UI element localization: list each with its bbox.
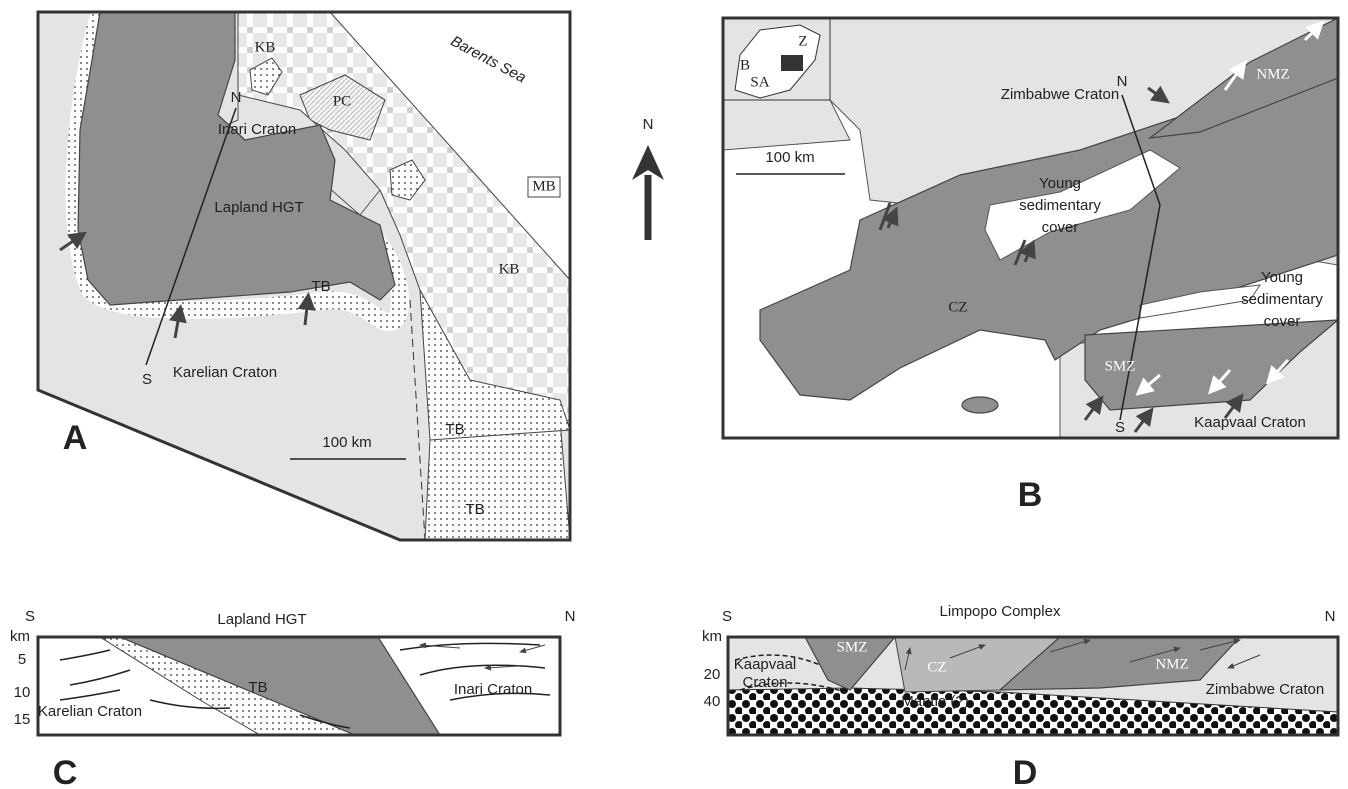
- panel-letter: B: [1018, 476, 1043, 514]
- label: B: [740, 57, 750, 73]
- label: Zimbabwe Craton: [1206, 681, 1324, 698]
- label: N: [1117, 73, 1128, 90]
- label: Lapland HGT: [214, 199, 303, 216]
- panel-a: KB Barents Sea N PC Inari Craton MB Lapl…: [38, 12, 570, 540]
- section-title: Limpopo Complex: [940, 603, 1061, 620]
- label: Karelian Craton: [173, 364, 277, 381]
- label: S: [1115, 419, 1125, 436]
- label: sedimentary: [1241, 291, 1323, 308]
- label: 100 km: [322, 434, 371, 451]
- north-arrow: N: [632, 116, 664, 240]
- outlier: [962, 397, 998, 413]
- label: S: [722, 608, 732, 625]
- label: Mantle (?): [901, 693, 969, 710]
- label: Z: [798, 33, 807, 49]
- label: TB: [465, 501, 484, 518]
- label: Kaapvaal Craton: [1194, 414, 1306, 431]
- depth-unit: km: [10, 628, 30, 645]
- panel-b: B Z SA Zimbabwe Craton N NMZ 100 km Youn…: [723, 18, 1338, 514]
- north-label: N: [643, 116, 654, 133]
- label: KB: [255, 39, 276, 55]
- label: N: [1325, 608, 1336, 625]
- panel-letter: C: [53, 754, 78, 789]
- panel-letter: A: [63, 419, 88, 457]
- label: Young: [1261, 269, 1303, 286]
- label: SA: [750, 74, 769, 90]
- label: MB: [532, 178, 555, 194]
- label: Zimbabwe Craton: [1001, 86, 1119, 103]
- label: S: [142, 371, 152, 388]
- arrow-head: [632, 145, 664, 180]
- label: cover: [1264, 313, 1301, 330]
- label: TB: [311, 278, 330, 295]
- panel-letter: D: [1013, 754, 1038, 789]
- label: Kaapvaal: [734, 656, 797, 673]
- label: 100 km: [765, 149, 814, 166]
- label: Karelian Craton: [38, 703, 142, 720]
- depth-tick: 10: [14, 684, 31, 701]
- label: N: [565, 608, 576, 625]
- label: SMZ: [1105, 358, 1136, 374]
- label: CZ: [927, 659, 946, 675]
- depth-tick: 20: [704, 666, 721, 683]
- label: TB: [445, 421, 464, 438]
- depth-tick: 15: [14, 711, 31, 728]
- label: Craton: [742, 674, 787, 691]
- label: KB: [499, 261, 520, 277]
- label: NMZ: [1155, 656, 1188, 672]
- label: CZ: [948, 299, 967, 315]
- label: Inari Craton: [218, 121, 296, 138]
- label: PC: [333, 93, 351, 109]
- depth-tick: 40: [704, 693, 721, 710]
- depth-tick: 5: [18, 651, 26, 668]
- label: S: [25, 608, 35, 625]
- label: sedimentary: [1019, 197, 1101, 214]
- label: NMZ: [1256, 66, 1289, 82]
- label: Inari Craton: [454, 681, 532, 698]
- label: N: [231, 89, 242, 106]
- label: Young: [1039, 175, 1081, 192]
- panel-c: S Lapland HGT N km 5 10 15 TB Inari Crat…: [10, 608, 575, 789]
- label: cover: [1042, 219, 1079, 236]
- depth-unit: km: [702, 628, 722, 645]
- label: TB: [248, 679, 267, 696]
- label: SMZ: [837, 639, 868, 655]
- panel-d: S Limpopo Complex N km 20 40 SMZ CZ NMZ …: [702, 603, 1338, 789]
- section-title: Lapland HGT: [217, 611, 306, 628]
- inset-box: [781, 55, 803, 71]
- figure: KB Barents Sea N PC Inari Craton MB Lapl…: [0, 0, 1348, 789]
